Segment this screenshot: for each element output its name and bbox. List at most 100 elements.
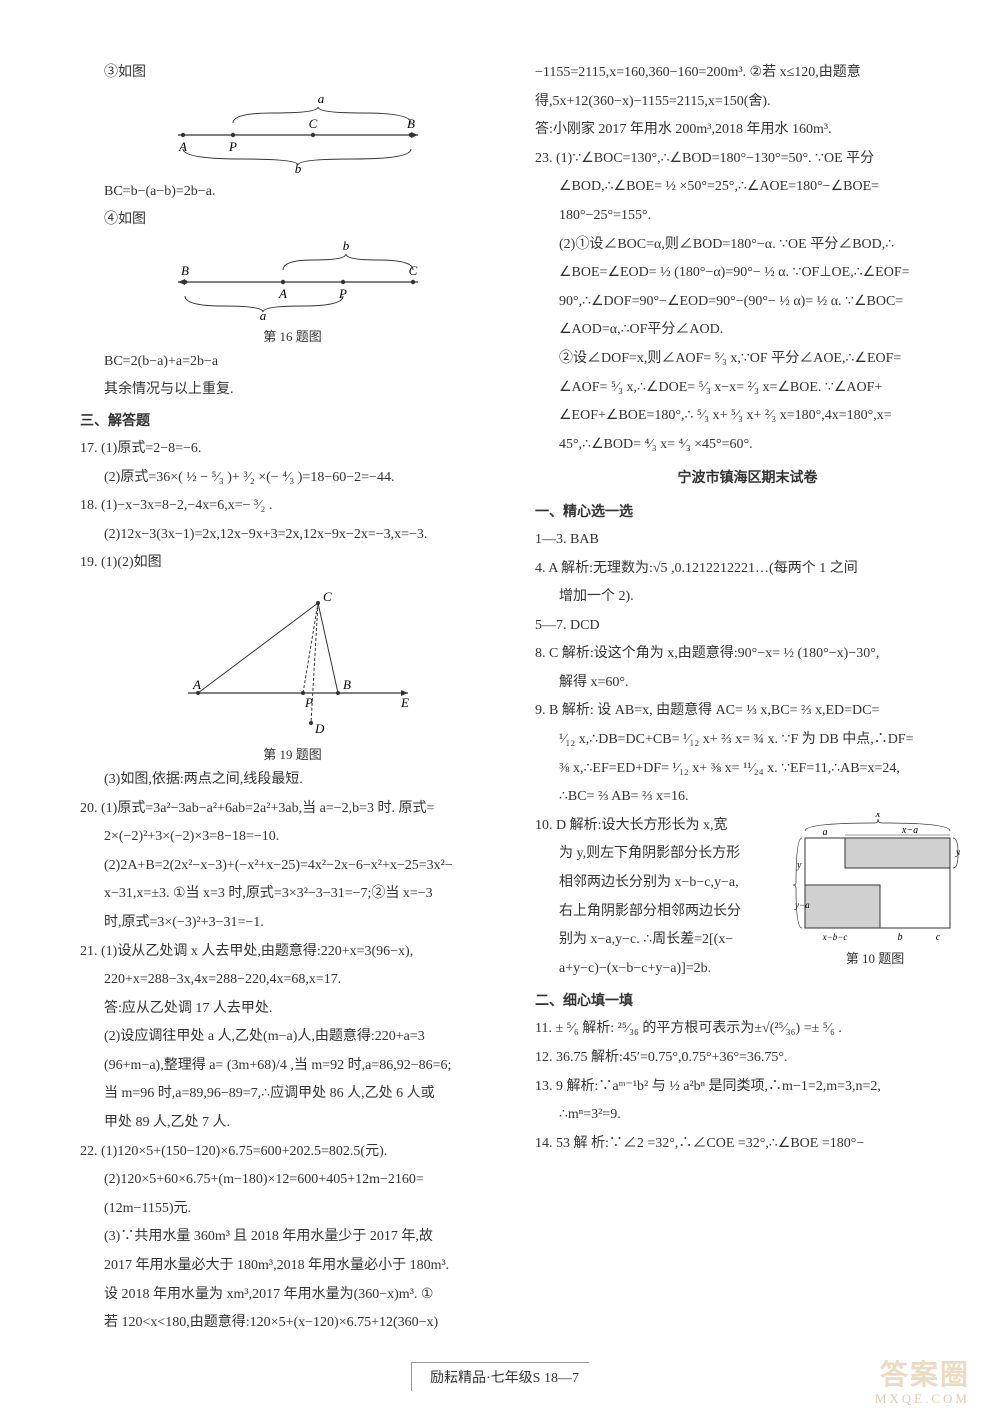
svg-text:P: P — [228, 139, 237, 154]
q22-3d: 若 120<x<180,由题意得:120×5+(x−120)×6.75+12(3… — [80, 1310, 505, 1337]
text-line: BC=2(b−a)+a=2b−a — [80, 349, 505, 376]
text-line: 其余情况与以上重复. — [80, 377, 505, 404]
ans-13a: 13. 9 解析:∵aᵐ⁻¹b² 与 ½ a²bⁿ 是同类项,∴m−1=2,m=… — [535, 1074, 960, 1101]
q23-2e: ②设∠DOF=x,则∠AOF= ⁵⁄₃ x,∵OF 平分∠AOE,∴∠EOF= — [535, 346, 960, 373]
ans-8a: 8. C 解析:设这个角为 x,由题意得:90°−x= ½ (180°−x)−3… — [535, 641, 960, 668]
q23-1c: 180°−25°=155°. — [535, 203, 960, 230]
q23-2a: (2)①设∠BOC=α,则∠BOD=180°−α. ∵OE 平分∠BOD,∴ — [535, 232, 960, 259]
ans-4b: 增加一个 2). — [535, 584, 960, 611]
q21-2a: (2)设应调往甲处 a 人,乙处(m−a)人,由题意得:220+a=3 — [80, 1024, 505, 1051]
ans-8b: 解得 x=60°. — [535, 670, 960, 697]
q22-3a: (3)∵共用水量 360m³ 且 2018 年用水量少于 2017 年,故 — [80, 1224, 505, 1251]
figure-19-caption: 第 19 题图 — [80, 744, 505, 763]
section-2-title: 二、细心填一填 — [535, 990, 960, 1010]
q20-2a: (2)2A+B=2(2x²−x−3)+(−x²+x−25)=4x²−2x−6−x… — [80, 853, 505, 880]
ans-9c: ⅜ x,∴EF=ED+DF= ¹⁄₁₂ x+ ⅜ x= ¹¹⁄₂₄ x. ∵EF… — [535, 756, 960, 783]
ans-11: 11. ± ⁵⁄₆ 解析: ²⁵⁄₃₆ 的平方根可表示为±√(²⁵⁄₃₆) =±… — [535, 1016, 960, 1043]
ans-12: 12. 36.75 解析:45′=0.75°,0.75°+36°=36.75°. — [535, 1045, 960, 1072]
watermark: 答案圈 — [880, 1353, 970, 1393]
figure-19: A P B E C D — [163, 583, 423, 738]
svg-text:a: a — [259, 308, 266, 320]
ans-1-3: 1—3. BAB — [535, 527, 960, 554]
svg-text:x−b−c: x−b−c — [822, 932, 848, 942]
ans-5-7: 5—7. DCD — [535, 613, 960, 640]
footer-text: 励耘精品·七年级S 18—7 — [411, 1362, 589, 1391]
q22-2b: (12m−1155)元. — [80, 1196, 505, 1223]
right-column: −1155=2115,x=160,360−160=200m³. ②若 x≤120… — [535, 60, 960, 1339]
svg-text:C: C — [323, 589, 332, 604]
ans-9d: ∴BC= ⅔ AB= ⅔ x=16. — [535, 784, 960, 811]
svg-text:c: c — [936, 932, 941, 943]
svg-text:x: x — [875, 813, 881, 820]
q19-3: (3)如图,依据:两点之间,线段最短. — [80, 767, 505, 794]
q23-2c: 90°,∴∠DOF=90°−∠EOD=90°−(90°− ½ α)= ½ α. … — [535, 289, 960, 316]
q23-2f: ∠AOF= ⁵⁄₃ x,∴∠DOE= ⁵⁄₃ x−x= ²⁄₃ x=∠BOE. … — [535, 375, 960, 402]
text-line: ④如图 — [80, 207, 505, 234]
q21-2c: 当 m=96 时,a=89,96−89=7,∴应调甲处 86 人,乙处 6 人或 — [80, 1081, 505, 1108]
left-column: ③如图 A P C B a b BC=b−(a−b)=2b−a. ④如图 B A… — [80, 60, 505, 1339]
q18-2: (2)12x−3(3x−1)=2x,12x−9x+3=2x,12x−9x−2x=… — [80, 522, 505, 549]
q21-1c: 答:应从乙处调 17 人去甲处. — [80, 996, 505, 1023]
svg-text:D: D — [314, 721, 325, 736]
figure-16-2: B A P C b a — [163, 240, 423, 320]
figure-10-caption: 第 10 题图 — [790, 948, 960, 967]
q21-1a: 21. (1)设从乙处调 x 人去甲处,由题意得:220+x=3(96−x), — [80, 939, 505, 966]
ans-14: 14. 53 解 析:∵∠2 =32°,∴∠COE =32°,∴∠BOE =18… — [535, 1131, 960, 1158]
q23-2g: ∠EOF+∠BOE=180°,∴ ⁵⁄₃ x+ ⁵⁄₃ x+ ²⁄₃ x=180… — [535, 403, 960, 430]
q21-2b: (96+m−a),整理得 a= (3m+68)/4 ,当 m=92 时,a=86… — [80, 1053, 505, 1080]
q20-1b: 2×(−2)²+3×(−2)×3=8−18=−10. — [80, 824, 505, 851]
svg-text:A: A — [278, 286, 287, 301]
q19-head: 19. (1)(2)如图 — [80, 550, 505, 577]
svg-text:a: a — [317, 93, 324, 106]
page-footer: 励耘精品·七年级S 18—7 — [0, 1362, 1000, 1391]
q23-1a: 23. (1)∵∠BOC=130°,∴∠BOD=180°−130°=50°. ∵… — [535, 146, 960, 173]
q23-2h: 45°,∴∠BOD= ⁴⁄₃ x= ⁴⁄₃ ×45°=60°. — [535, 432, 960, 459]
q22-1: 22. (1)120×5+(150−120)×6.75=600+202.5=80… — [80, 1139, 505, 1166]
svg-text:a: a — [823, 827, 828, 838]
ans-9b: ¹⁄₁₂ x,∴DB=DC+CB= ¹⁄₁₂ x+ ⅔ x= ¾ x. ∵F 为… — [535, 727, 960, 754]
q20-2c: 时,原式=3×(−3)²+3−31=−1. — [80, 910, 505, 937]
svg-text:x−a: x−a — [901, 825, 918, 836]
text-line: BC=b−(a−b)=2b−a. — [80, 179, 505, 206]
text-line: −1155=2115,x=160,360−160=200m³. ②若 x≤120… — [535, 60, 960, 87]
q18-1: 18. (1)−x−3x=8−2,−4x=6,x=− ³⁄₂ . — [80, 493, 505, 520]
figure-10-wrapper: x x−a a y y−c y−a x−b−c b c 第 10 题图 — [790, 813, 960, 971]
svg-text:B: B — [407, 116, 415, 131]
ans-13b: ∴mⁿ=3²=9. — [535, 1102, 960, 1129]
q22-3b: 2017 年用水量必大于 180m³,2018 年用水量必小于 180m³. — [80, 1253, 505, 1280]
q17-2: (2)原式=36×( ½ − ⁵⁄₃ )+ ³⁄₂ ×(− ⁴⁄₃ )=18−6… — [80, 465, 505, 492]
exam-title: 宁波市镇海区期末试卷 — [535, 466, 960, 493]
q20-2b: x−31,x=±3. ①当 x=3 时,原式=3×3²−3−31=−7;②当 x… — [80, 881, 505, 908]
q22-3c: 设 2018 年用水量为 xm³,2017 年用水量为(360−x)m³. ① — [80, 1282, 505, 1309]
svg-text:b: b — [342, 240, 349, 253]
figure-16-1: A P C B a b — [163, 93, 423, 173]
svg-text:B: B — [343, 677, 351, 692]
q20-1a: 20. (1)原式=3a²−3ab−a²+6ab=2a²+3ab,当 a=−2,… — [80, 796, 505, 823]
svg-text:E: E — [400, 695, 409, 710]
q23-2d: ∠AOD=α,∴OF平分∠AOD. — [535, 317, 960, 344]
section-1-title: 一、精心选一选 — [535, 501, 960, 521]
q23-2b: ∠BOE=∠EOD= ½ (180°−α)=90°− ½ α. ∵OF⊥OE,∴… — [535, 260, 960, 287]
svg-text:A: A — [192, 677, 201, 692]
svg-text:P: P — [304, 695, 313, 710]
figure-10: x x−a a y y−c y−a x−b−c b c — [790, 813, 960, 943]
ans-9a: 9. B 解析: 设 AB=x, 由题意得 AC= ⅓ x,BC= ⅔ x,ED… — [535, 698, 960, 725]
svg-text:b: b — [294, 161, 301, 173]
ans-4a: 4. A 解析:无理数为:√5 ,0.1212212221…(每两个 1 之间 — [535, 556, 960, 583]
text-line: ③如图 — [80, 60, 505, 87]
svg-text:B: B — [181, 263, 189, 278]
svg-text:C: C — [308, 116, 317, 131]
section-3-title: 三、解答题 — [80, 410, 505, 430]
svg-text:y−c: y−c — [955, 847, 960, 857]
figure-16-caption: 第 16 题图 — [80, 326, 505, 345]
q22-2a: (2)120×5+60×6.75+(m−180)×12=600+405+12m−… — [80, 1167, 505, 1194]
svg-text:y: y — [796, 860, 802, 871]
q17-1: 17. (1)原式=2−8=−6. — [80, 436, 505, 463]
text-line: 得,5x+12(360−x)−1155=2115,x=150(舍). — [535, 89, 960, 116]
text-line: 答:小刚家 2017 年用水 200m³,2018 年用水 160m³. — [535, 117, 960, 144]
q21-2d: 甲处 89 人,乙处 7 人. — [80, 1110, 505, 1137]
svg-text:b: b — [898, 932, 903, 943]
svg-text:A: A — [178, 139, 187, 154]
watermark-url: MXQE.COM — [875, 1391, 970, 1407]
q23-1b: ∠BOD,∴∠BOE= ½ ×50°=25°,∴∠AOE=180°−∠BOE= — [535, 174, 960, 201]
